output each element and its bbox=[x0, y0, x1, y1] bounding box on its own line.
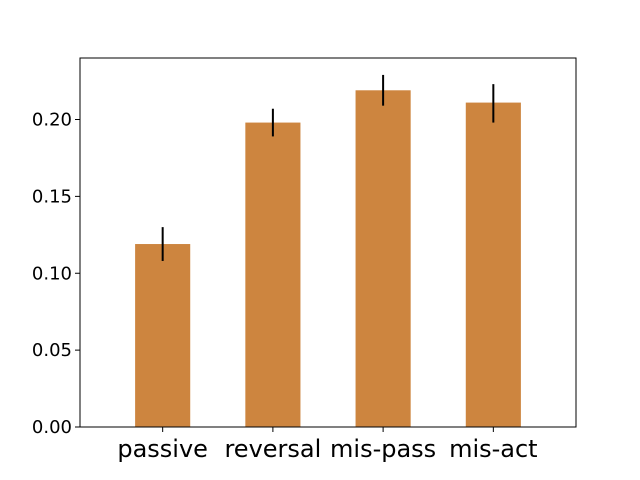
y-tick-label: 0.10 bbox=[32, 263, 72, 284]
x-tick-label: reversal bbox=[224, 435, 321, 463]
x-tick-label: passive bbox=[117, 435, 208, 463]
bar-mis-act bbox=[465, 102, 521, 428]
x-axis: passive reversal mis-pass mis-act bbox=[117, 427, 538, 463]
y-tick-label: 0.15 bbox=[32, 186, 72, 207]
bar-reversal bbox=[245, 122, 301, 427]
bar-passive bbox=[135, 244, 191, 427]
x-tick-label: mis-act bbox=[449, 435, 538, 463]
bars-layer bbox=[135, 90, 521, 428]
bar-mis-pass bbox=[355, 90, 411, 427]
y-tick-label: 0.00 bbox=[32, 417, 72, 438]
plot-frame bbox=[79, 57, 577, 428]
y-axis: 0.00 0.05 0.10 0.15 0.20 bbox=[32, 110, 80, 438]
y-tick-label: 0.20 bbox=[32, 110, 72, 131]
y-tick-label: 0.05 bbox=[32, 340, 72, 361]
errorbars-layer bbox=[161, 74, 495, 261]
x-tick-label: mis-pass bbox=[330, 435, 436, 463]
